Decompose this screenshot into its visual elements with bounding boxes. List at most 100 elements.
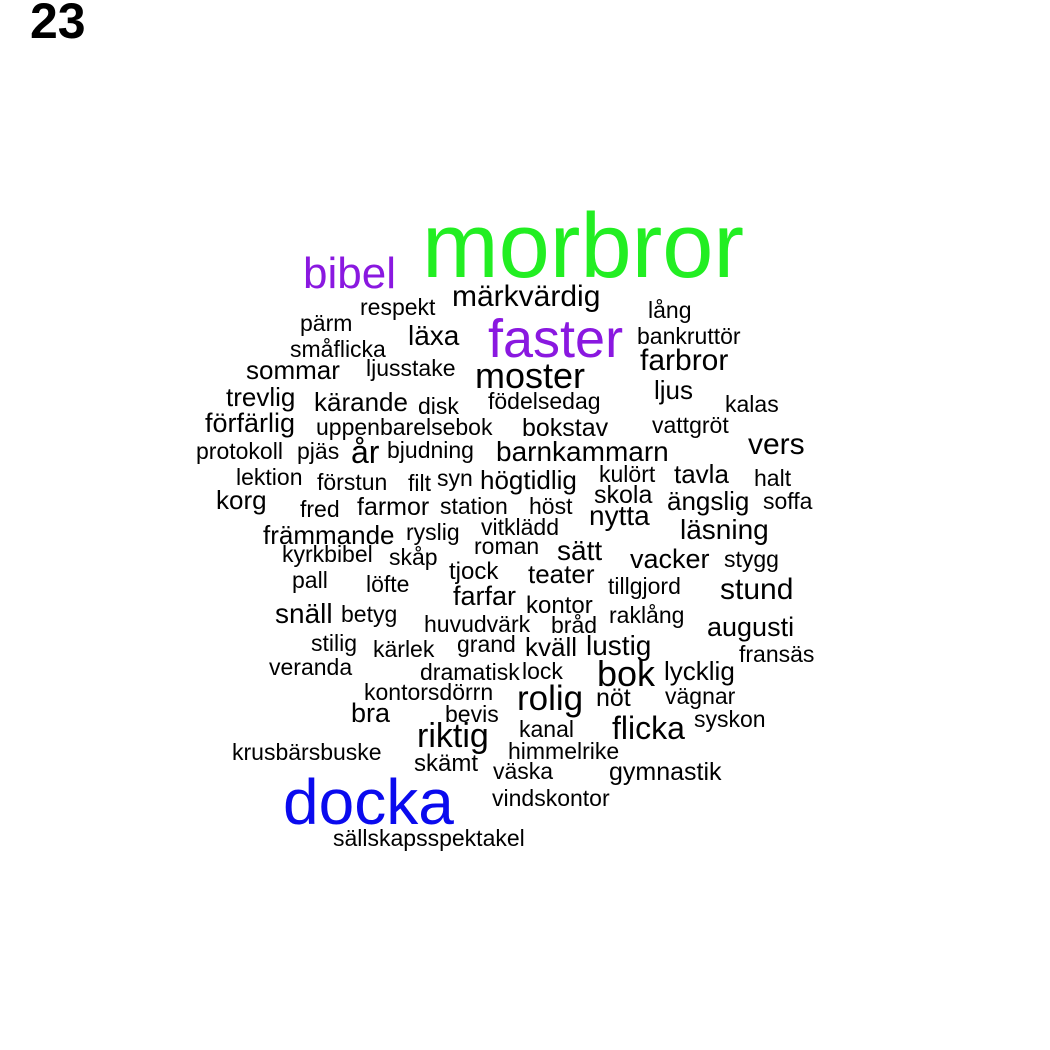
- word-morbror: morbror: [422, 195, 745, 297]
- word-farmor: farmor: [357, 493, 430, 521]
- word-lektion: lektion: [236, 464, 303, 490]
- word-bokstav: bokstav: [522, 414, 609, 442]
- word-smaflicka: småflicka: [290, 336, 386, 362]
- word-gymnastik: gymnastik: [609, 758, 722, 786]
- word-stygg: stygg: [724, 546, 779, 572]
- word-tjock: tjock: [449, 558, 499, 585]
- word-kanal: kanal: [519, 716, 574, 742]
- word-kontorsdorrn: kontorsdörrn: [364, 679, 494, 705]
- word-vers: vers: [748, 428, 805, 461]
- word-pall: pall: [292, 567, 328, 593]
- word-syskon: syskon: [694, 706, 766, 732]
- word-grand: grand: [457, 631, 516, 657]
- word-respekt: respekt: [360, 294, 436, 320]
- word-halt: halt: [754, 465, 792, 491]
- word-ljusstake: ljusstake: [366, 355, 456, 381]
- word-tavla: tavla: [674, 459, 729, 489]
- word-bjudning: bjudning: [387, 437, 474, 463]
- word-syn: syn: [437, 465, 473, 491]
- word-moster: moster: [475, 355, 586, 396]
- word-lustig: lustig: [586, 630, 652, 661]
- word-bevis: bevis: [445, 701, 499, 727]
- word-bra: bra: [351, 698, 391, 728]
- word-stilig: stilig: [311, 630, 358, 656]
- word-disk: disk: [418, 393, 459, 419]
- word-trevlig: trevlig: [226, 382, 296, 412]
- word-host: höst: [529, 493, 573, 519]
- word-himmelrike: himmelrike: [508, 738, 620, 764]
- word-uppenbarelsebok: uppenbarelsebok: [316, 414, 493, 440]
- word-skamt: skämt: [414, 750, 479, 777]
- word-bankruttor: bankruttör: [637, 323, 741, 349]
- word-bok: bok: [597, 653, 656, 694]
- word-kontor: kontor: [526, 592, 593, 619]
- word-teater: teater: [528, 559, 595, 589]
- word-forfarlig: förfärlig: [205, 408, 296, 438]
- word-kalas: kalas: [725, 391, 779, 417]
- word-bibel: bibel: [303, 249, 396, 298]
- word-vindskontor: vindskontor: [492, 785, 610, 811]
- word-karlek: kärlek: [373, 636, 435, 662]
- word-parm: pärm: [300, 310, 353, 336]
- word-stund: stund: [720, 573, 794, 606]
- word-not: nöt: [596, 684, 631, 712]
- word-ljus: ljus: [654, 375, 694, 405]
- word-lofte: löfte: [366, 571, 410, 597]
- word-farbror: farbror: [640, 344, 729, 377]
- word-sallskapsspektakel: sällskapsspektakel: [333, 825, 525, 851]
- word-fred: fred: [300, 496, 340, 522]
- word-sommar: sommar: [246, 355, 340, 385]
- word-vacker: vacker: [630, 544, 710, 574]
- word-filt: filt: [408, 470, 431, 496]
- word-pjas: pjäs: [297, 438, 340, 464]
- word-lycklig: lycklig: [664, 656, 735, 686]
- word-skola: skola: [594, 481, 653, 509]
- word-snall: snäll: [275, 598, 333, 629]
- word-kyrkbibel: kyrkbibel: [282, 541, 373, 567]
- word-faster: faster: [488, 309, 624, 369]
- word-lock: lock: [522, 658, 563, 684]
- word-vagnar: vägnar: [665, 683, 736, 709]
- word-kvall: kväll: [525, 632, 578, 662]
- word-nytta: nytta: [589, 500, 650, 531]
- word-ryslig: ryslig: [406, 519, 460, 545]
- word-riktig: riktig: [417, 717, 489, 755]
- word-lasning: läsning: [680, 514, 769, 545]
- word-korg: korg: [216, 485, 267, 515]
- word-station: station: [440, 493, 508, 519]
- word-vitkladd: vitklädd: [481, 514, 559, 540]
- word-karande: kärande: [314, 387, 408, 417]
- word-flicka: flicka: [612, 710, 685, 746]
- word-betyg: betyg: [341, 601, 398, 627]
- word-lang: lång: [648, 297, 692, 323]
- word-kulort: kulört: [599, 461, 656, 487]
- word-docka: docka: [283, 766, 454, 838]
- word-krusbarsbuske: krusbärsbuske: [232, 739, 382, 765]
- word-angslig: ängslig: [667, 486, 750, 516]
- word-satt: sätt: [557, 535, 603, 566]
- word-laxa: läxa: [408, 320, 460, 351]
- word-veranda: veranda: [269, 654, 353, 680]
- word-fodelsedag: födelsedag: [488, 388, 601, 414]
- word-skap: skåp: [389, 544, 438, 570]
- word-barnkammarn: barnkammarn: [496, 436, 669, 467]
- page-number: 23: [30, 0, 86, 49]
- word-fransas: fransäs: [739, 641, 815, 667]
- word-vaska: väska: [493, 758, 554, 784]
- word-augusti: augusti: [707, 612, 795, 642]
- word-brad: bråd: [551, 612, 598, 638]
- word-rolig: rolig: [517, 679, 584, 718]
- word-protokoll: protokoll: [196, 438, 283, 464]
- word-huvudvark: huvudvärk: [424, 611, 531, 637]
- word-hogtidlig: högtidlig: [480, 465, 577, 495]
- word-forstun: förstun: [317, 469, 388, 495]
- word-roman: roman: [474, 533, 540, 559]
- word-dramatisk: dramatisk: [420, 659, 520, 685]
- word-frammande: främmande: [263, 520, 395, 550]
- word-soffa: soffa: [763, 488, 813, 514]
- word-tillgjord: tillgjord: [608, 573, 681, 599]
- word-farfar: farfar: [453, 581, 517, 611]
- word-markvardig: märkvärdig: [452, 280, 601, 313]
- word-vattgrot: vattgröt: [652, 412, 729, 438]
